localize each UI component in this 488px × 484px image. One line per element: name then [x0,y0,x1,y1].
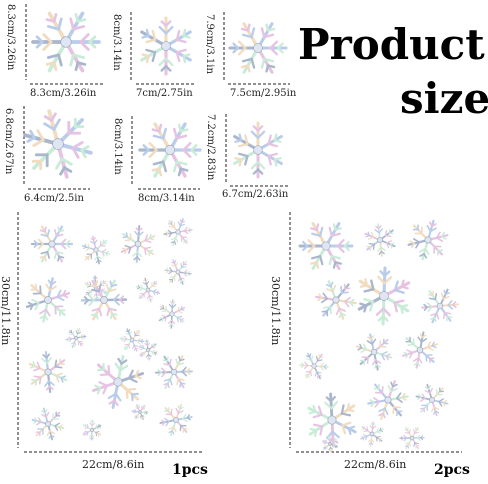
sheet2-snowflake [321,435,339,453]
sheet1-snowflake [138,339,158,361]
sheet2-snowflake [360,421,384,447]
sheet2-snowflake [421,288,459,324]
sheet1-snowflake [28,350,68,394]
sheet2-snowflake [364,223,396,257]
sheet1-snowflake [155,355,193,389]
sheet2-snowflake [299,352,329,380]
sticker2-width-label: 7cm/2.75in [136,88,193,99]
sticker6-snowflake [233,121,283,179]
sheet1-snowflake [135,277,161,303]
sheet2-snowflake [415,383,449,417]
sheet2-height-label: 30cm/11.8in [269,276,282,346]
sheet1-snowflake [91,355,145,409]
sheet1-snowflake [131,404,149,420]
sticker6-width-label: 6.7cm/2.63in [222,189,289,200]
sticker2-height-label: 8cm/3.14in [111,14,122,71]
sheet1-snowflake [164,259,192,285]
sheet1-quantity: 1pcs [172,462,208,478]
sticker4-height-label: 6.8cm/2.67in [3,108,14,175]
sticker1-height-label: 8.3cm/3.26in [5,4,16,71]
sticker3-width-label: 7.5cm/2.95in [230,88,297,99]
sticker4-width-label: 6.4cm/2.5in [24,193,84,204]
sheet2-quantity: 2pcs [434,462,470,478]
sheet2-snowflake [401,331,439,369]
product-title-line2: size [400,74,488,123]
sheet1-snowflake [81,235,111,265]
sheet1-snowflake [31,407,65,441]
sticker1-width-label: 8.3cm/3.26in [30,88,97,99]
sticker2-snowflake [140,16,192,76]
sheet2-snowflake [357,266,411,326]
sheet1-snowflake [158,299,186,329]
sheet2-snowflake [315,280,357,320]
sheet1-snowflake [82,419,102,441]
sticker5-snowflake [138,122,202,178]
sheet2-snowflake [307,392,357,448]
sticker5-width-label: 8cm/3.14in [138,193,195,204]
sheet1-snowflake [80,279,128,321]
sheet2-width-label: 22cm/8.6in [344,458,407,471]
sheet1-height-label: 30cm/11.8in [0,276,12,346]
sheet1-width-label: 22cm/8.6in [82,458,145,471]
sheet2-snowflake [298,222,354,270]
product-title-line1: Product [298,20,485,69]
sheet1-snowflake [25,277,71,323]
sheet1-snowflake [163,218,193,246]
sticker3-height-label: 7.9cm/3.1in [204,14,215,74]
sticker6-height-label: 7.2cm/2.83in [205,114,216,181]
sheet1-snowflake [119,328,145,352]
sheet1-snowflake [120,225,156,263]
sticker1-snowflake [31,11,101,73]
sheet2-snowflake [367,380,409,420]
sheet2-snowflake [407,219,449,261]
sheet2-snowflake [355,333,393,371]
sheet1-snowflake [159,403,193,437]
sticker5-height-label: 8cm/3.14in [112,118,123,175]
sheet1-snowflake [65,328,87,348]
sticker3-snowflake [228,22,288,74]
sheet1-snowflake [30,225,74,263]
sticker4-snowflake [23,109,93,179]
sheet2-snowflake [399,426,425,450]
